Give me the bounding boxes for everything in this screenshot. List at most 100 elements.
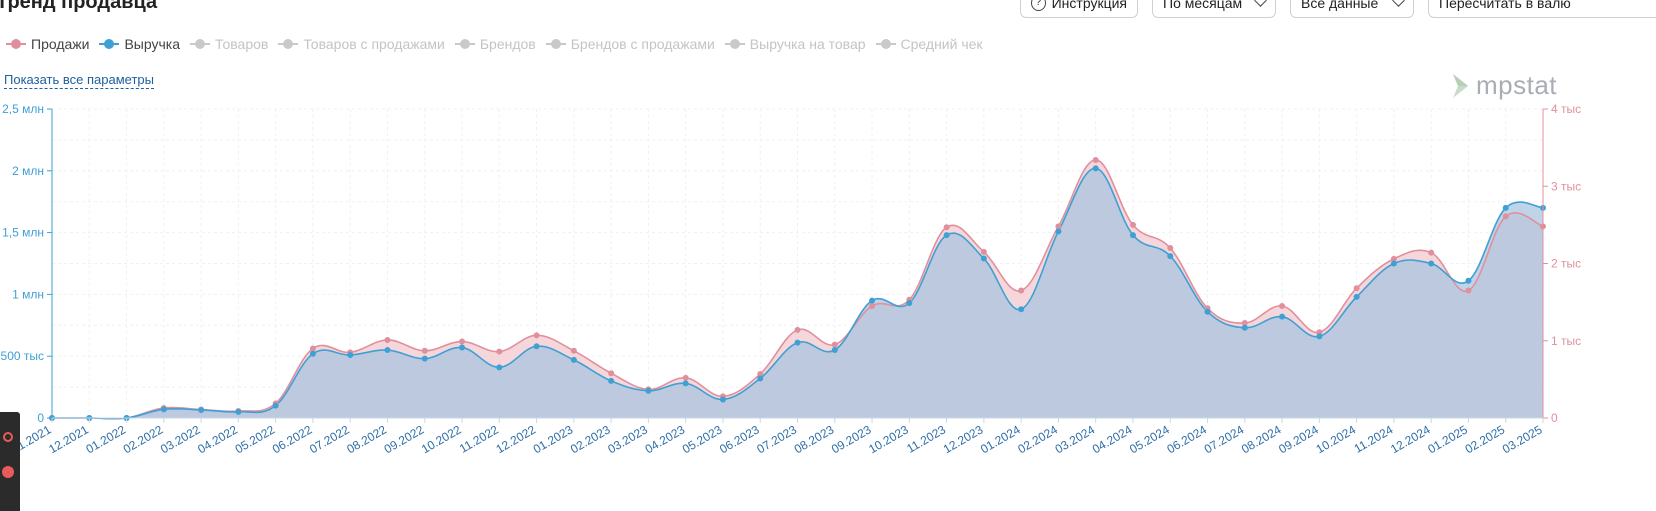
sales-point xyxy=(570,347,577,354)
revenue-point xyxy=(235,408,242,415)
period-select[interactable]: По месяцам xyxy=(1152,0,1276,18)
revenue-point xyxy=(160,406,167,413)
legend-item[interactable]: Брендов с продажами xyxy=(545,36,715,52)
left-tick-label: 1 млн xyxy=(12,287,44,301)
x-tick-label: 07.2023 xyxy=(754,422,799,456)
sales-point xyxy=(459,338,466,345)
legend-label: Средний чек xyxy=(900,36,983,52)
sales-point xyxy=(496,348,503,355)
sales-point xyxy=(1241,319,1248,326)
left-tick-label: 0 xyxy=(37,411,44,425)
x-tick-label: 11.2024 xyxy=(1352,422,1396,456)
x-tick-label: 01.2022 xyxy=(83,422,128,456)
revenue-point xyxy=(1241,324,1248,331)
legend-marker-icon xyxy=(454,37,475,51)
sales-point xyxy=(1465,287,1472,294)
revenue-point xyxy=(272,402,279,409)
legend-item[interactable]: Товаров с продажами xyxy=(278,36,445,52)
x-tick-label: 01.2023 xyxy=(531,422,576,456)
revenue-point xyxy=(1353,293,1360,300)
record-icon xyxy=(3,432,13,442)
right-tick-label: 3 тыс xyxy=(1551,179,1581,193)
x-tick-label: 07.2024 xyxy=(1202,422,1247,456)
x-tick-label: 03.2022 xyxy=(158,422,203,456)
data-select[interactable]: Все данные xyxy=(1290,0,1414,18)
revenue-point xyxy=(1018,306,1025,313)
sales-point xyxy=(1353,285,1360,292)
brand-logo: mpstat xyxy=(1450,70,1557,101)
revenue-point xyxy=(421,355,428,362)
sales-point xyxy=(421,347,428,354)
sales-point xyxy=(533,332,540,339)
x-tick-label: 03.2025 xyxy=(1500,422,1545,456)
revenue-point xyxy=(943,232,950,239)
revenue-point xyxy=(1279,313,1286,320)
x-tick-label: 05.2023 xyxy=(680,422,725,456)
show-all-params-link[interactable]: Показать все параметры xyxy=(4,72,154,89)
legend-label: Выручка на товар xyxy=(749,36,866,52)
legend-item[interactable]: Товаров xyxy=(190,36,268,52)
recalc-label: Пересчитать в валю xyxy=(1439,0,1571,11)
data-select-value: Все данные xyxy=(1301,0,1379,11)
x-tick-label: 09.2023 xyxy=(829,422,874,456)
legend-item[interactable]: Продажи xyxy=(6,36,89,52)
left-tick-label: 1,5 млн xyxy=(2,226,44,240)
sales-point xyxy=(943,224,950,231)
revenue-point xyxy=(1390,260,1397,267)
sales-point xyxy=(1428,249,1435,256)
sales-point xyxy=(869,302,876,309)
legend-label: Товаров xyxy=(215,36,269,52)
legend-item[interactable]: Выручка xyxy=(99,36,180,52)
x-tick-label: 06.2023 xyxy=(717,422,762,456)
x-tick-label: 01.2024 xyxy=(978,422,1023,456)
revenue-point xyxy=(459,344,466,351)
sales-point xyxy=(980,248,987,255)
sales-point xyxy=(309,345,316,352)
left-tick-label: 2,5 млн xyxy=(2,102,44,116)
legend-item[interactable]: Брендов xyxy=(454,36,536,52)
right-tick-label: 0 xyxy=(1551,411,1558,425)
sales-point xyxy=(1055,223,1062,230)
revenue-point xyxy=(794,339,801,346)
instruction-button[interactable]: ? Инструкция xyxy=(1020,0,1138,18)
x-tick-label: 04.2022 xyxy=(195,422,240,456)
revenue-area xyxy=(52,168,1543,419)
x-tick-label: 10.2023 xyxy=(866,422,911,456)
x-tick-label: 02.2024 xyxy=(1015,422,1060,456)
x-tick-label: 12.2021 xyxy=(46,422,91,456)
x-tick-label: 02.2025 xyxy=(1463,422,1508,456)
legend-item[interactable]: Выручка на товар xyxy=(724,36,866,52)
legend-item[interactable]: Средний чек xyxy=(875,36,983,52)
legend-marker-icon xyxy=(278,37,299,51)
revenue-point xyxy=(1465,277,1472,284)
recalc-currency-button[interactable]: Пересчитать в валю xyxy=(1428,0,1656,18)
revenue-point xyxy=(570,356,577,363)
revenue-point xyxy=(1428,260,1435,267)
revenue-point xyxy=(980,255,987,262)
help-icon: ? xyxy=(1031,0,1046,11)
legend-label: Брендов xyxy=(479,36,536,52)
x-tick-label: 10.2024 xyxy=(1314,422,1359,456)
revenue-point xyxy=(608,377,615,384)
revenue-point xyxy=(1129,232,1136,239)
revenue-point xyxy=(1502,204,1509,211)
revenue-point xyxy=(347,351,354,358)
stop-icon xyxy=(2,466,14,478)
x-tick-label: 09.2024 xyxy=(1276,422,1321,456)
revenue-point xyxy=(1316,333,1323,340)
revenue-point xyxy=(384,347,391,354)
x-tick-label: 08.2023 xyxy=(792,422,837,456)
legend-marker-icon xyxy=(545,37,566,51)
revenue-point xyxy=(533,343,540,350)
legend-marker-icon xyxy=(6,37,26,51)
floating-widget[interactable] xyxy=(0,412,20,511)
page-title: Тренд продавца xyxy=(0,0,158,13)
legend-label: Продажи xyxy=(31,36,90,52)
right-tick-label: 4 тыс xyxy=(1551,102,1581,116)
sales-point xyxy=(608,370,615,377)
revenue-point xyxy=(757,375,764,382)
sales-line xyxy=(52,159,1544,420)
revenue-line xyxy=(52,167,1544,420)
x-tick-label: 05.2024 xyxy=(1127,422,1172,456)
period-select-value: По месяцам xyxy=(1163,0,1243,11)
